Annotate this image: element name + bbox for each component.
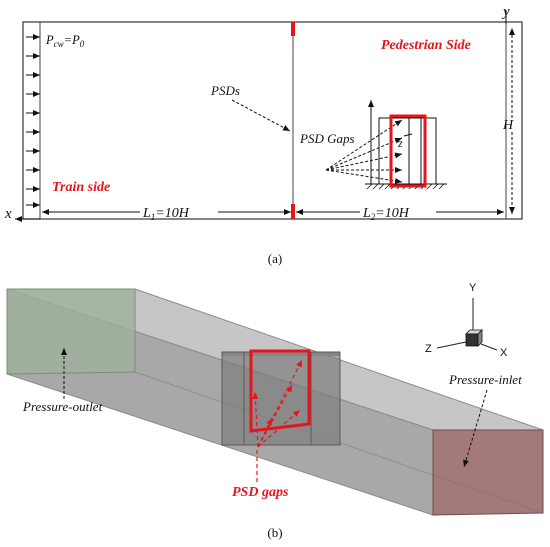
psd-gaps-label-b: PSD gaps: [232, 485, 289, 500]
inlet-condition: Pcw=P0: [45, 33, 85, 49]
domain-outline: [22, 21, 523, 220]
caption-b: (b): [267, 525, 282, 540]
l2-label: L2=10H: [362, 206, 410, 222]
psds-label: PSDs: [210, 83, 240, 98]
psd-gap-frame: [249, 349, 311, 433]
axis-x-label: x: [4, 206, 12, 222]
height-label: H: [502, 118, 514, 133]
train-side-label: Train side: [52, 180, 110, 195]
gap-symbol: z: [397, 136, 403, 150]
inlet-face: [432, 429, 544, 516]
psd-marker-top: [291, 22, 295, 36]
axis-x-label-b: X: [500, 347, 508, 359]
psd-block: [221, 351, 341, 446]
caption-a: (a): [268, 251, 282, 266]
panel-a: y x Pcw=P0 Pedestrian Side Train side PS…: [4, 4, 523, 266]
outlet-face: [6, 288, 136, 375]
pedestrian-side-label: Pedestrian Side: [381, 38, 471, 53]
gap-model: z: [325, 100, 447, 190]
axis-triad: [436, 298, 498, 351]
gap-highlight: [389, 114, 427, 188]
axis-y-label: y: [501, 4, 510, 20]
psds-pointer: [231, 99, 291, 132]
psd-gaps-label: PSD Gaps: [299, 131, 355, 146]
axis-z-label-b: Z: [425, 343, 432, 355]
pressure-outlet-label: Pressure-outlet: [22, 399, 103, 414]
psd-marker-bottom: [291, 204, 295, 219]
l1-label: L1=10H: [142, 206, 190, 222]
pressure-inlet-label: Pressure-inlet: [448, 372, 522, 387]
psd-gap-arrows: [252, 359, 303, 448]
pressure-inlet-pointer: [463, 389, 488, 468]
inflow-arrows: [26, 34, 40, 208]
axis-y-label-b: Y: [469, 282, 477, 294]
panel-b: PSD gaps Pressure-outlet Pressure-inlet …: [6, 282, 544, 540]
